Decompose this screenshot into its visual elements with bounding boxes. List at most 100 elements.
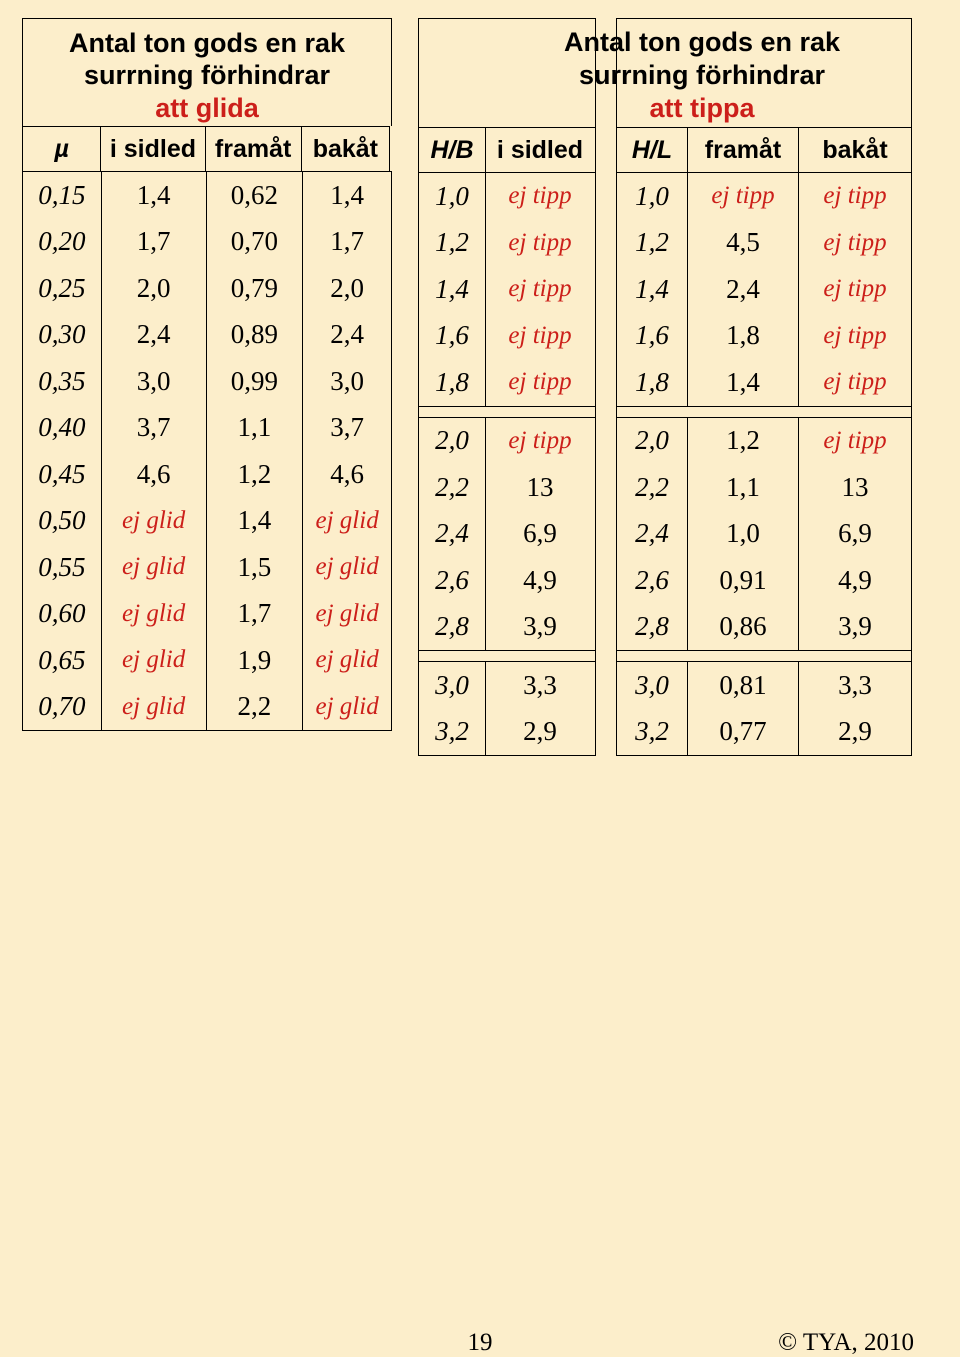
table-cell: 2,0 <box>303 265 391 312</box>
table-cell: 1,4 <box>688 359 799 406</box>
table-cell: ej glid <box>102 637 207 684</box>
table-cell: 2,0 <box>419 418 486 465</box>
title-line: Antal ton gods en rak <box>564 27 840 57</box>
table-cell: 4,6 <box>303 451 391 498</box>
table-cell: 3,0 <box>419 662 486 709</box>
table-cell: 0,99 <box>207 358 304 405</box>
table-cell: 2,6 <box>419 557 486 604</box>
col-header-framat: framåt <box>206 127 302 171</box>
table-cell: 0,81 <box>688 662 799 709</box>
table-cell: 1,0 <box>688 511 799 558</box>
table-cell: 1,8 <box>419 359 486 406</box>
table-row: 2,80,863,9 <box>617 604 911 651</box>
title-line: surrning förhindrar <box>84 60 330 90</box>
table-cell: 3,0 <box>303 358 391 405</box>
table-row: 1,2ej tipp <box>419 220 595 267</box>
table-cell: 3,3 <box>799 662 911 709</box>
table-cell: ej glid <box>303 498 391 545</box>
table-row: 2,46,9 <box>419 511 595 558</box>
col-header-bakat: bakåt <box>302 127 389 171</box>
table-cell: 2,4 <box>419 511 486 558</box>
table-cell: ej tipp <box>799 220 911 267</box>
table-cell: 0,79 <box>207 265 304 312</box>
table-row: 1,81,4ej tipp <box>617 359 911 406</box>
table-cell: ej tipp <box>688 173 799 220</box>
table-cell: 0,60 <box>23 591 102 638</box>
col-header-isidled: i sidled <box>101 127 205 171</box>
table-hl-body: 1,0ej tippej tipp1,24,5ej tipp1,42,4ej t… <box>616 172 912 756</box>
table-row: 0,302,40,892,4 <box>23 312 391 359</box>
table-cell: 2,2 <box>207 684 304 731</box>
table-cell: ej tipp <box>486 418 594 465</box>
table-cell: ej tipp <box>799 418 911 465</box>
table-row: 1,8ej tipp <box>419 359 595 406</box>
table-row: 2,213 <box>419 464 595 511</box>
page-number: 19 <box>468 1329 493 1357</box>
table-cell: 0,77 <box>688 709 799 756</box>
table-glida: Antal ton gods en rak surrning förhindra… <box>22 18 390 756</box>
table-cell: 3,2 <box>617 709 688 756</box>
table-cell: 2,0 <box>617 418 688 465</box>
table-row: 1,0ej tippej tipp <box>617 173 911 220</box>
table-row: 3,03,3 <box>419 662 595 709</box>
table-cell: ej tipp <box>799 266 911 313</box>
table-row: 0,60ej glid1,7ej glid <box>23 591 391 638</box>
table-cell: 3,0 <box>102 358 207 405</box>
table-row: 3,00,813,3 <box>617 662 911 709</box>
tippa-block: H/B i sidled 1,0ej tipp1,2ej tipp1,4ej t… <box>418 18 938 756</box>
table-row: 2,41,06,9 <box>617 511 911 558</box>
table-row: 1,24,5ej tipp <box>617 220 911 267</box>
table-cell: 0,70 <box>23 684 102 731</box>
table-row: 0,50ej glid1,4ej glid <box>23 498 391 545</box>
title-line: Antal ton gods en rak <box>69 28 345 58</box>
table-cell: 1,1 <box>207 405 304 452</box>
table-cell: ej glid <box>102 544 207 591</box>
table-cell: ej glid <box>102 684 207 731</box>
table-cell: 2,4 <box>688 266 799 313</box>
table-cell: ej glid <box>303 637 391 684</box>
table-row: 0,55ej glid1,5ej glid <box>23 544 391 591</box>
table-gap <box>617 650 911 662</box>
table-cell: ej tipp <box>799 313 911 360</box>
table-row: 0,151,40,621,4 <box>23 172 391 219</box>
table-cell: ej glid <box>102 591 207 638</box>
table-cell: 1,2 <box>617 220 688 267</box>
table-cell: 4,9 <box>486 557 594 604</box>
table-cell: 3,0 <box>617 662 688 709</box>
table-cell: 0,91 <box>688 557 799 604</box>
table-row: 3,20,772,9 <box>617 709 911 756</box>
table-cell: 1,1 <box>688 464 799 511</box>
table-row: 2,0ej tipp <box>419 418 595 465</box>
table-cell: 13 <box>799 464 911 511</box>
table-glida-header-row: µ i sidled framåt bakåt <box>22 126 390 171</box>
table-cell: 3,9 <box>486 604 594 651</box>
table-cell: 2,9 <box>486 709 594 756</box>
table-gap <box>419 650 595 662</box>
col-header-isidled: i sidled <box>486 128 594 172</box>
table-cell: 1,7 <box>303 219 391 266</box>
table-cell: ej tipp <box>486 313 594 360</box>
table-cell: 1,0 <box>419 173 486 220</box>
table-hb-header-row: H/B i sidled <box>418 127 596 172</box>
table-cell: 0,45 <box>23 451 102 498</box>
table-cell: ej tipp <box>486 359 594 406</box>
table-cell: ej tipp <box>486 266 594 313</box>
table-cell: 0,30 <box>23 312 102 359</box>
table-cell: 4,9 <box>799 557 911 604</box>
table-hl-header-row: H/L framåt bakåt <box>616 127 912 172</box>
table-row: 3,22,9 <box>419 709 595 756</box>
table-cell: 2,4 <box>303 312 391 359</box>
table-cell: 13 <box>486 464 594 511</box>
table-row: 2,21,113 <box>617 464 911 511</box>
table-cell: 3,9 <box>799 604 911 651</box>
table-row: 1,42,4ej tipp <box>617 266 911 313</box>
table-cell: 0,15 <box>23 172 102 219</box>
table-cell: 1,2 <box>207 451 304 498</box>
col-header-framat: framåt <box>688 128 799 172</box>
table-glida-body: 0,151,40,621,40,201,70,701,70,252,00,792… <box>22 171 392 731</box>
copyright: © TYA, 2010 <box>778 1329 914 1357</box>
table-cell: 0,20 <box>23 219 102 266</box>
col-header-mu: µ <box>23 127 101 171</box>
table-cell: 1,4 <box>102 172 207 219</box>
table-cell: 2,6 <box>617 557 688 604</box>
